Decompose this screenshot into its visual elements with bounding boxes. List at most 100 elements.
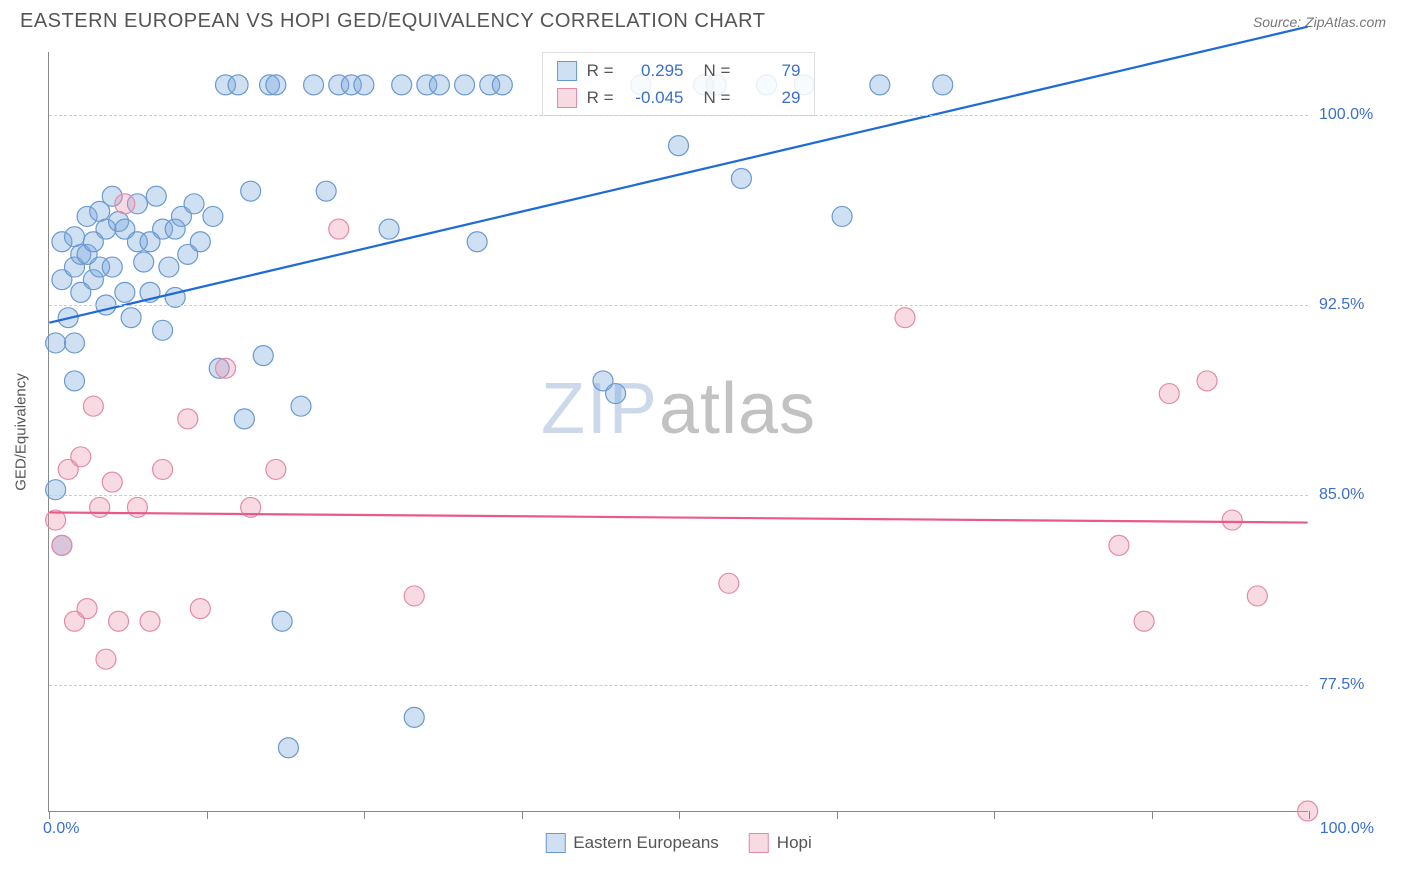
data-point xyxy=(304,75,324,95)
data-point xyxy=(455,75,475,95)
data-point xyxy=(102,472,122,492)
data-point xyxy=(291,396,311,416)
legend-item: Eastern Europeans xyxy=(545,833,719,853)
x-tick xyxy=(49,811,50,819)
legend-swatch xyxy=(557,88,577,108)
data-point xyxy=(159,257,179,277)
data-point xyxy=(1247,586,1267,606)
data-point xyxy=(719,573,739,593)
data-point xyxy=(467,232,487,252)
data-point xyxy=(52,535,72,555)
data-point xyxy=(1109,535,1129,555)
x-tick xyxy=(522,811,523,819)
y-tick-label: 92.5% xyxy=(1319,296,1364,314)
data-point xyxy=(1159,384,1179,404)
chart-area: GED/Equivalency ZIPatlas R =0.295N =79R … xyxy=(48,52,1308,812)
gridline xyxy=(49,685,1308,686)
data-point xyxy=(178,409,198,429)
data-point xyxy=(316,181,336,201)
data-point xyxy=(121,308,141,328)
data-point xyxy=(134,252,154,272)
data-point xyxy=(379,219,399,239)
data-point xyxy=(1134,611,1154,631)
data-point xyxy=(46,333,66,353)
legend-label: Hopi xyxy=(777,833,812,853)
data-point xyxy=(127,497,147,517)
correlation-legend: R = 0.295 N = 79 R = -0.045 N = 29 xyxy=(542,52,816,116)
data-point xyxy=(153,320,173,340)
legend-r-label: R = xyxy=(587,57,614,84)
data-point xyxy=(492,75,512,95)
data-point xyxy=(266,459,286,479)
legend-r-value: 0.295 xyxy=(624,57,684,84)
data-point xyxy=(96,649,116,669)
x-tick xyxy=(207,811,208,819)
data-point xyxy=(404,707,424,727)
data-point xyxy=(190,599,210,619)
y-tick-label: 85.0% xyxy=(1319,486,1364,504)
data-point xyxy=(266,75,286,95)
data-point xyxy=(895,308,915,328)
trend-line xyxy=(49,512,1307,522)
legend-n-label: N = xyxy=(704,57,731,84)
legend-swatch xyxy=(545,833,565,853)
x-tick xyxy=(994,811,995,819)
data-point xyxy=(606,384,626,404)
data-point xyxy=(65,333,85,353)
data-point xyxy=(216,358,236,378)
data-point xyxy=(870,75,890,95)
legend-row: R = -0.045 N = 29 xyxy=(557,84,801,111)
legend-r-label: R = xyxy=(587,84,614,111)
x-tick-label: 0.0% xyxy=(43,820,79,838)
data-point xyxy=(228,75,248,95)
data-point xyxy=(90,497,110,517)
data-point xyxy=(71,447,91,467)
legend-row: R = 0.295 N = 79 xyxy=(557,57,801,84)
data-point xyxy=(65,371,85,391)
data-point xyxy=(241,181,261,201)
data-point xyxy=(115,194,135,214)
data-point xyxy=(184,194,204,214)
legend-n-value: 79 xyxy=(740,57,800,84)
data-point xyxy=(234,409,254,429)
legend-item: Hopi xyxy=(749,833,812,853)
series-legend: Eastern Europeans Hopi xyxy=(545,833,812,853)
data-point xyxy=(354,75,374,95)
data-point xyxy=(83,396,103,416)
x-tick xyxy=(364,811,365,819)
data-point xyxy=(832,206,852,226)
data-point xyxy=(190,232,210,252)
legend-n-value: 29 xyxy=(740,84,800,111)
data-point xyxy=(1197,371,1217,391)
gridline xyxy=(49,305,1308,306)
gridline xyxy=(49,115,1308,116)
data-point xyxy=(329,219,349,239)
page-title: EASTERN EUROPEAN VS HOPI GED/EQUIVALENCY… xyxy=(20,10,765,33)
legend-swatch xyxy=(557,61,577,81)
data-point xyxy=(140,611,160,631)
data-point xyxy=(253,346,273,366)
data-point xyxy=(272,611,292,631)
x-tick xyxy=(1309,811,1310,819)
source-attribution: Source: ZipAtlas.com xyxy=(1253,14,1386,30)
data-point xyxy=(429,75,449,95)
data-point xyxy=(146,186,166,206)
x-tick xyxy=(679,811,680,819)
data-point xyxy=(77,599,97,619)
data-point xyxy=(669,136,689,156)
scatter-plot xyxy=(49,52,1308,811)
legend-swatch xyxy=(749,833,769,853)
x-tick-label: 100.0% xyxy=(1320,820,1374,838)
data-point xyxy=(102,257,122,277)
legend-n-label: N = xyxy=(704,84,731,111)
y-axis-title: GED/Equivalency xyxy=(13,373,30,491)
data-point xyxy=(46,480,66,500)
data-point xyxy=(203,206,223,226)
data-point xyxy=(731,169,751,189)
legend-r-value: -0.045 xyxy=(624,84,684,111)
x-tick xyxy=(837,811,838,819)
data-point xyxy=(65,227,85,247)
x-tick xyxy=(1152,811,1153,819)
data-point xyxy=(933,75,953,95)
y-tick-label: 77.5% xyxy=(1319,676,1364,694)
